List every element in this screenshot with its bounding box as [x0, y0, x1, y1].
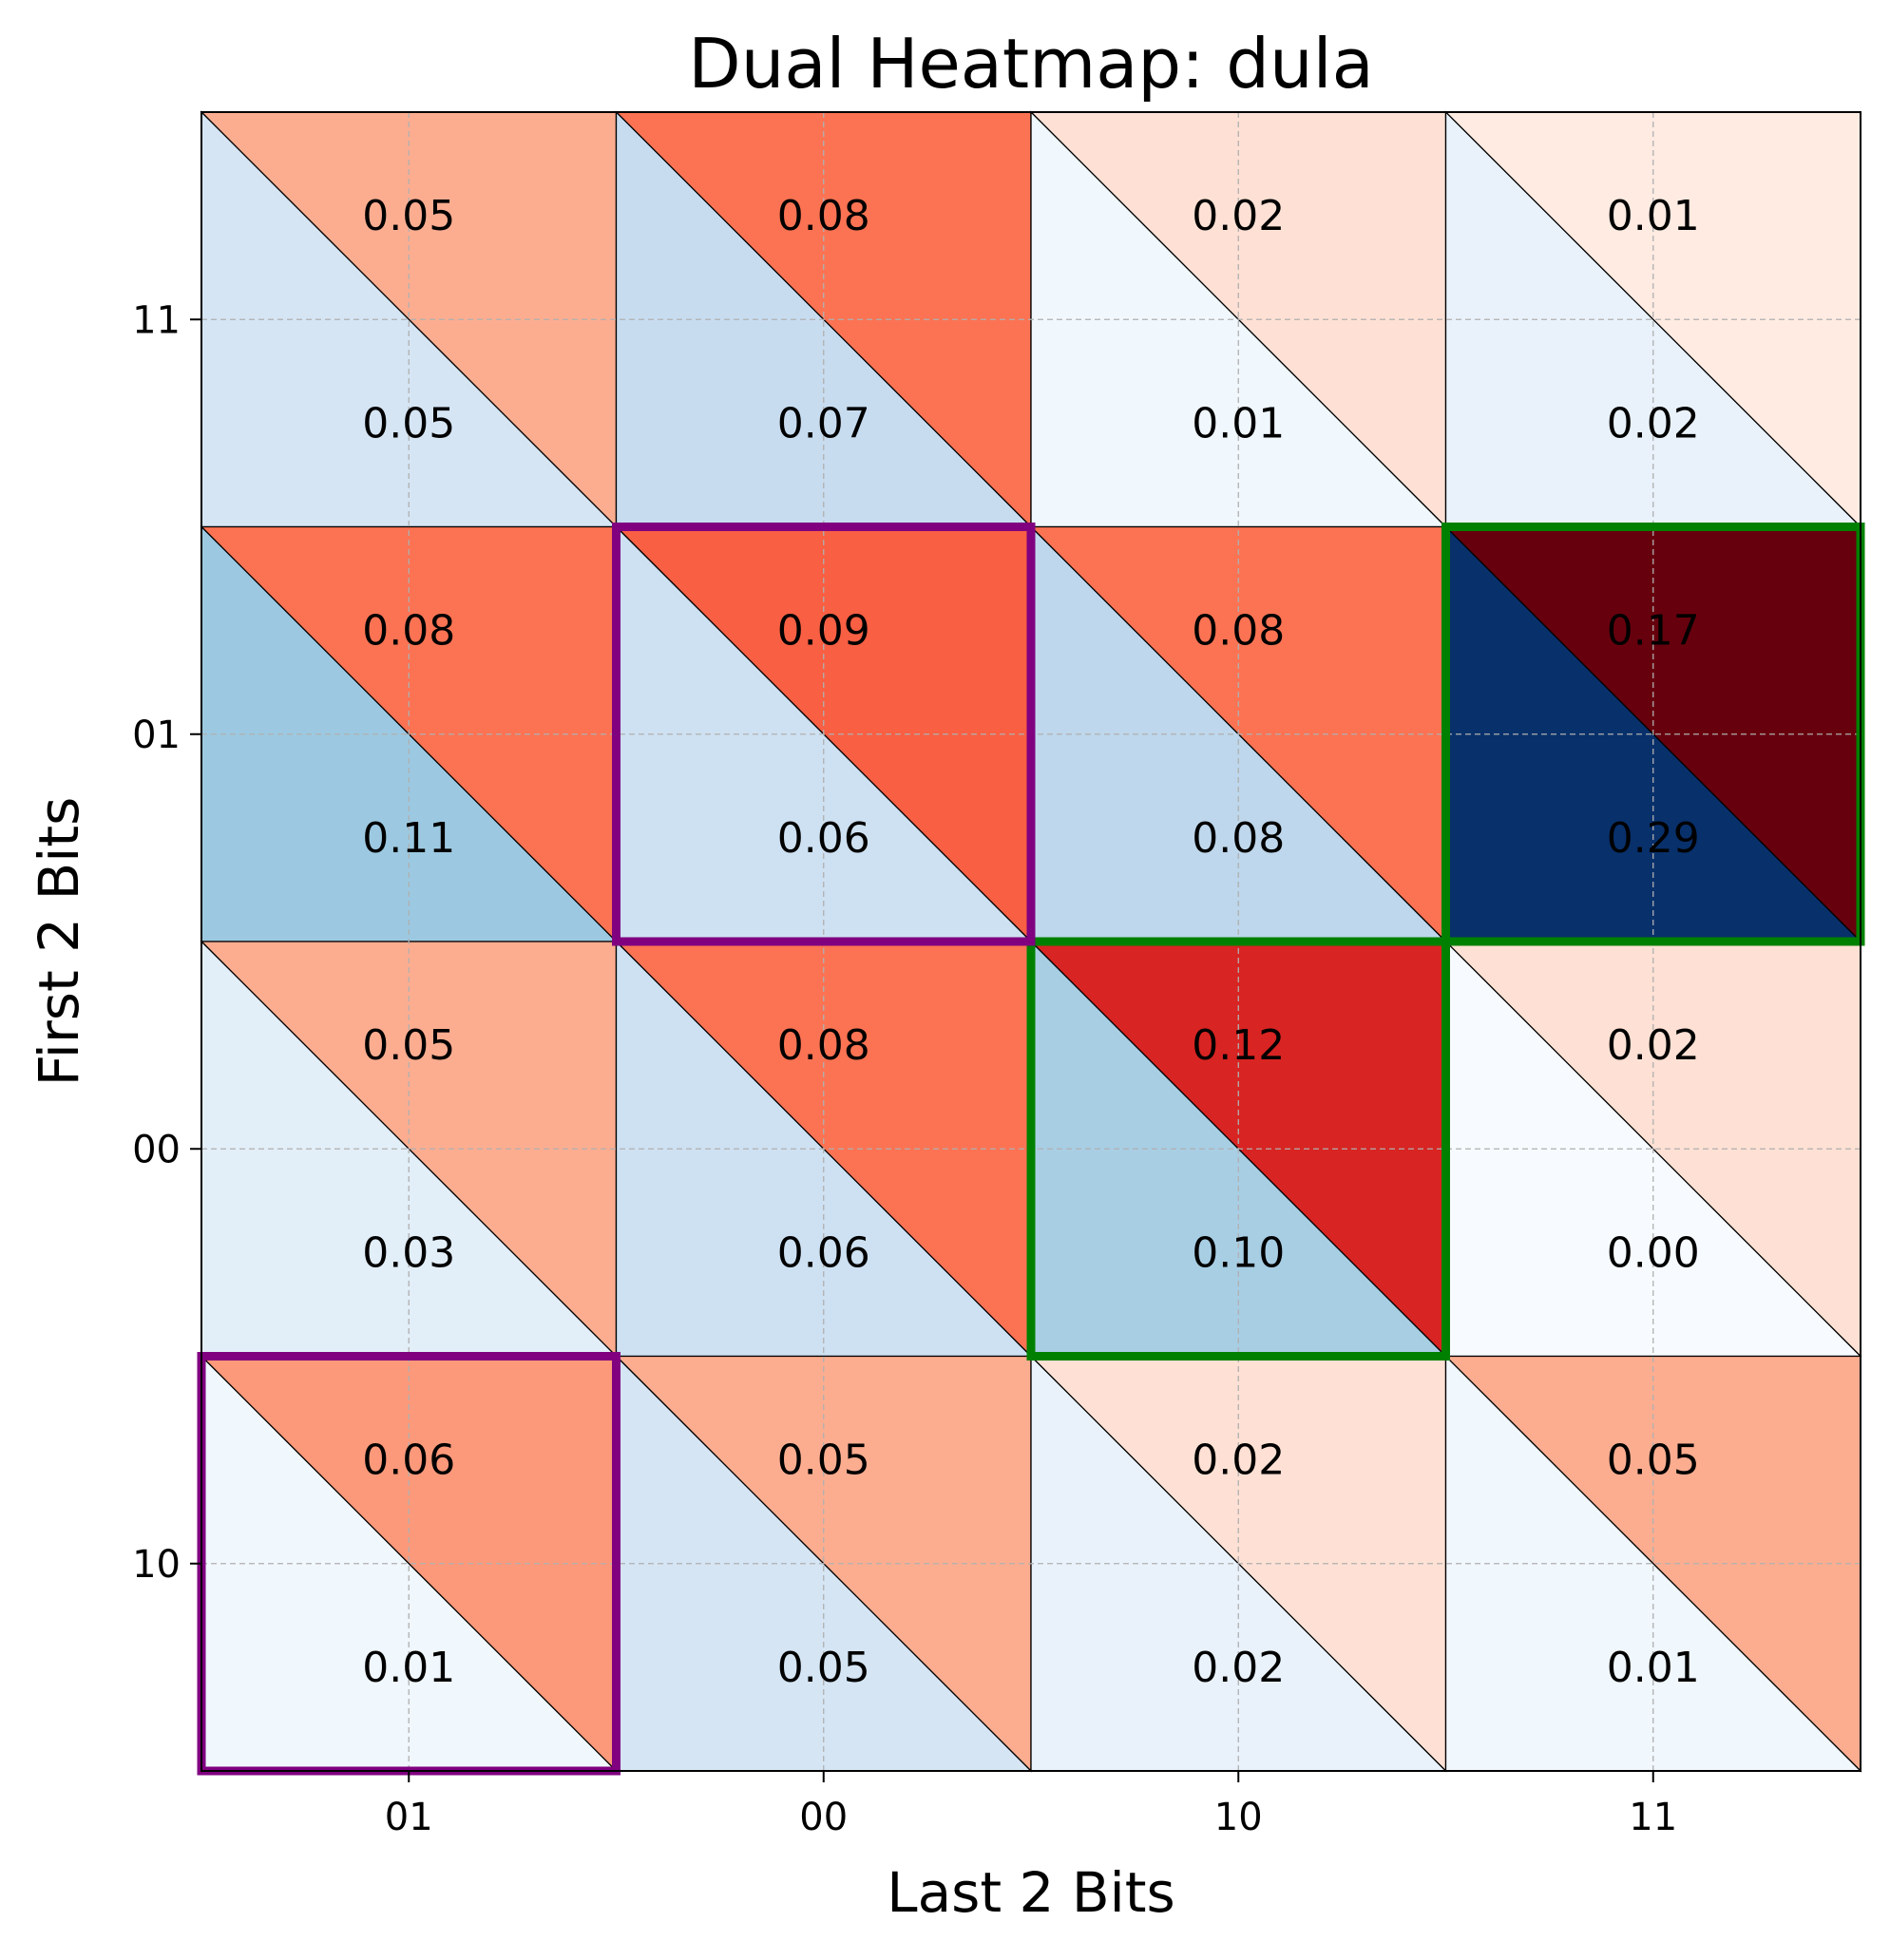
lower-value-label: 0.01	[1607, 1644, 1700, 1692]
lower-value-label: 0.01	[1192, 399, 1285, 447]
upper-value-label: 0.05	[362, 192, 455, 240]
upper-value-label: 0.17	[1607, 607, 1700, 656]
lower-value-label: 0.02	[1607, 399, 1700, 447]
upper-value-label: 0.08	[777, 1021, 870, 1070]
upper-value-label: 0.05	[362, 1021, 455, 1070]
x-axis-ticks: 01 00 10 11	[385, 1771, 1677, 1839]
upper-value-label: 0.08	[777, 192, 870, 240]
y-axis-ticks: 11 01 00 10	[132, 298, 201, 1587]
lower-value-label: 0.05	[777, 1644, 870, 1692]
lower-value-label: 0.11	[362, 814, 455, 863]
x-tick-label: 01	[385, 1796, 433, 1839]
lower-value-label: 0.07	[777, 399, 870, 447]
chart-title: Dual Heatmap: dula	[688, 24, 1373, 104]
highlight-box	[612, 523, 1036, 946]
lower-value-label: 0.05	[362, 399, 455, 447]
lower-value-label: 0.06	[777, 1228, 870, 1277]
upper-value-label: 0.02	[1607, 1021, 1700, 1070]
upper-value-label: 0.01	[1607, 192, 1700, 240]
lower-value-label: 0.08	[1192, 814, 1285, 863]
x-axis-label: Last 2 Bits	[887, 1860, 1174, 1925]
upper-value-label: 0.08	[1192, 607, 1285, 656]
y-tick-label: 01	[132, 714, 181, 757]
highlight-box	[1026, 937, 1450, 1361]
lower-value-label: 0.06	[777, 814, 870, 863]
upper-value-label: 0.05	[1607, 1437, 1700, 1485]
y-tick-label: 11	[132, 298, 181, 342]
y-tick-label: 10	[132, 1543, 181, 1587]
lower-value-label: 0.10	[1192, 1228, 1285, 1277]
y-axis-label: First 2 Bits	[27, 797, 91, 1087]
upper-value-label: 0.08	[362, 607, 455, 656]
upper-value-label: 0.06	[362, 1437, 455, 1485]
lower-value-label: 0.01	[362, 1644, 455, 1692]
x-tick-label: 10	[1214, 1796, 1263, 1839]
upper-value-label: 0.02	[1192, 1437, 1285, 1485]
y-tick-label: 00	[132, 1128, 181, 1171]
upper-value-label: 0.12	[1192, 1021, 1285, 1070]
upper-value-label: 0.05	[777, 1437, 870, 1485]
lower-value-label: 0.00	[1607, 1228, 1700, 1277]
value-labels: 0.05 0.05 0.08 0.07 0.02 0.01 0.01 0.02 0.08 0.11…	[362, 192, 1699, 1692]
lower-value-label: 0.29	[1607, 814, 1700, 863]
x-tick-label: 11	[1629, 1796, 1677, 1839]
lower-value-label: 0.03	[362, 1228, 455, 1277]
plot-frame	[200, 111, 1861, 1772]
upper-value-label: 0.09	[777, 607, 870, 656]
upper-value-label: 0.02	[1192, 192, 1285, 240]
x-tick-label: 00	[799, 1796, 848, 1839]
lower-value-label: 0.02	[1192, 1644, 1285, 1692]
